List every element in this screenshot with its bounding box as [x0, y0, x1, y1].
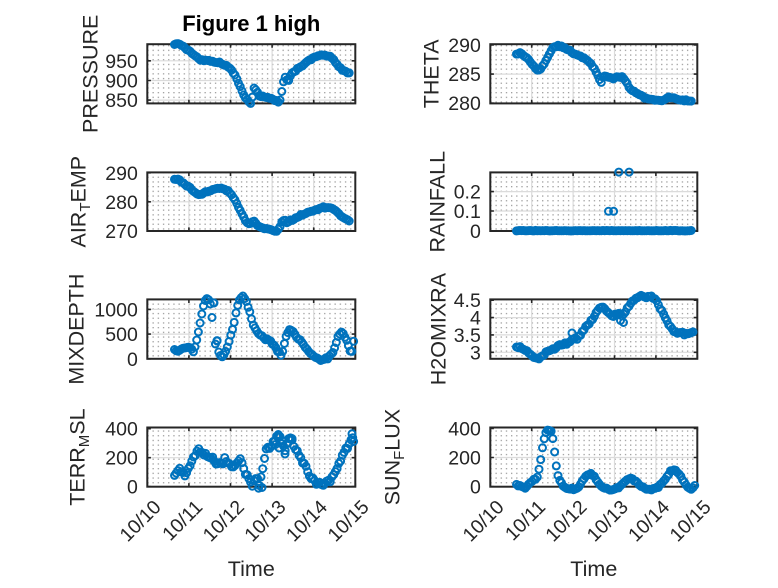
- svg-text:0: 0: [470, 477, 481, 499]
- svg-text:0: 0: [127, 349, 138, 371]
- svg-text:4: 4: [470, 308, 481, 330]
- svg-text:PRESSURE: PRESSURE: [78, 15, 102, 133]
- svg-text:285: 285: [448, 64, 481, 86]
- svg-text:900: 900: [105, 71, 138, 93]
- svg-text:200: 200: [105, 448, 138, 470]
- svg-text:0: 0: [470, 221, 481, 243]
- svg-text:400: 400: [105, 419, 138, 441]
- svg-text:AIRT​EMP: AIRT​EMP: [67, 156, 95, 248]
- svg-text:3: 3: [470, 342, 481, 364]
- svg-text:400: 400: [448, 418, 481, 440]
- svg-text:Time: Time: [228, 557, 275, 581]
- svg-text:200: 200: [448, 448, 481, 470]
- svg-text:4.5: 4.5: [454, 290, 481, 312]
- svg-text:500: 500: [105, 324, 138, 346]
- svg-text:3.5: 3.5: [454, 325, 481, 347]
- svg-text:THETA: THETA: [420, 39, 444, 109]
- svg-text:H2OMIXRA: H2OMIXRA: [427, 272, 451, 385]
- svg-text:0: 0: [127, 477, 138, 499]
- svg-text:MIXDEPTH: MIXDEPTH: [64, 274, 88, 385]
- svg-text:270: 270: [105, 221, 138, 243]
- svg-text:290: 290: [105, 163, 138, 185]
- svg-text:1000: 1000: [94, 299, 138, 321]
- svg-text:TERRM​SL: TERRM​SL: [66, 408, 94, 505]
- svg-text:850: 850: [105, 90, 138, 112]
- svg-text:RAINFALL: RAINFALL: [425, 151, 449, 253]
- svg-text:Time: Time: [570, 557, 617, 581]
- svg-text:SUNF​LUX: SUNF​LUX: [381, 409, 409, 505]
- svg-text:0.1: 0.1: [454, 201, 481, 223]
- svg-text:Figure 1 high: Figure 1 high: [182, 11, 320, 36]
- svg-text:280: 280: [105, 192, 138, 214]
- svg-text:0.2: 0.2: [454, 182, 481, 204]
- svg-text:280: 280: [448, 93, 481, 115]
- svg-text:290: 290: [448, 35, 481, 57]
- svg-text:950: 950: [105, 51, 138, 73]
